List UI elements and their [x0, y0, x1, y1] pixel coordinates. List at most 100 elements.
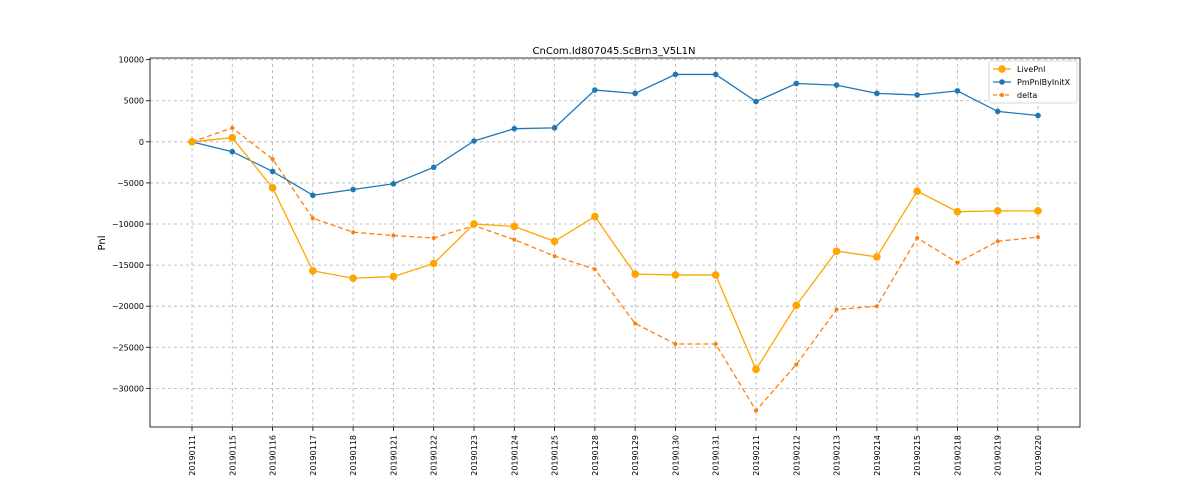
data-point-delta [874, 304, 879, 309]
x-tick-label: 20190118 [349, 435, 358, 476]
series-PmPnlByInitX [189, 71, 1041, 199]
data-point-LivePnl [591, 212, 599, 221]
x-tick-label: 20190219 [994, 435, 1003, 476]
x-tick-label: 20190124 [510, 435, 519, 476]
data-point-LivePnl [993, 207, 1002, 215]
x-tick-label: 20190215 [913, 435, 922, 476]
data-point-PmPnlByInitX [430, 164, 437, 171]
x-axis: 20190111 20190115 20190116 20190117 20190118… [188, 427, 1043, 476]
data-point-LivePnl [792, 301, 801, 310]
data-point-PmPnlByInitX [229, 148, 236, 155]
legend-label: delta [1017, 91, 1037, 100]
data-point-LivePnl [510, 222, 519, 231]
data-point-PmPnlByInitX [471, 138, 477, 144]
data-point-LivePnl [389, 272, 398, 281]
x-tick-label: 20190220 [1034, 435, 1043, 476]
data-point-delta [552, 254, 557, 259]
data-point-LivePnl [470, 220, 478, 228]
y-tick-label: −25000 [112, 343, 144, 352]
x-tick-label: 20190212 [792, 435, 801, 476]
x-tick-label: 20190214 [873, 435, 882, 476]
legend-item: PmPnlByInitX [993, 78, 1071, 87]
data-point-LivePnl [429, 259, 438, 268]
grid-layer [150, 58, 1080, 427]
data-point-PmPnlByInitX [350, 186, 356, 193]
data-point-delta [592, 267, 597, 272]
data-point-PmPnlByInitX [994, 108, 1001, 115]
chart-title: CnCom.Id807045.ScBrn3_V5L1N [533, 46, 696, 57]
x-tick-label: 20190121 [389, 435, 398, 476]
data-point-PmPnlByInitX [551, 125, 558, 131]
series-LivePnl [188, 133, 1042, 374]
data-point-PmPnlByInitX [269, 168, 276, 175]
data-point-LivePnl [1034, 207, 1042, 215]
legend-marker [1000, 93, 1004, 97]
data-point-PmPnlByInitX [954, 88, 961, 94]
x-tick-label: 20190125 [551, 435, 560, 476]
y-tick-label: 5000 [124, 97, 144, 106]
data-point-PmPnlByInitX [390, 180, 397, 187]
series-line-LivePnl [191, 137, 1038, 371]
x-tick-label: 20190211 [752, 435, 761, 476]
x-tick-label: 20190218 [953, 435, 962, 476]
data-point-LivePnl [268, 184, 277, 192]
data-point-delta [633, 321, 638, 326]
data-point-LivePnl [953, 207, 962, 216]
y-tick-label: 10000 [119, 56, 144, 65]
data-point-PmPnlByInitX [793, 80, 800, 87]
legend-item: LivePnl [993, 65, 1045, 74]
x-tick-label: 20190116 [269, 435, 278, 476]
data-point-PmPnlByInitX [511, 125, 518, 132]
y-tick-label: −20000 [112, 302, 144, 311]
data-point-LivePnl [671, 271, 680, 279]
series-line-PmPnlByInitX [191, 73, 1039, 196]
x-tick-label: 20190123 [470, 435, 479, 476]
data-point-delta [270, 157, 275, 162]
data-point-delta [391, 233, 396, 238]
data-point-PmPnlByInitX [592, 87, 598, 93]
x-tick-label: 20190130 [671, 435, 680, 476]
data-point-LivePnl [550, 237, 559, 246]
data-point-LivePnl [832, 247, 841, 255]
legend-label: PmPnlByInitX [1017, 78, 1071, 87]
y-tick-label: −30000 [112, 384, 144, 393]
data-point-LivePnl [631, 270, 639, 278]
data-point-delta [673, 341, 678, 346]
data-point-PmPnlByInitX [753, 98, 759, 105]
data-point-delta [512, 237, 517, 242]
data-point-LivePnl [188, 138, 196, 146]
data-point-delta [713, 341, 718, 346]
data-point-delta [230, 125, 235, 130]
data-point-delta [915, 235, 920, 240]
series-delta [190, 125, 1040, 413]
data-point-LivePnl [752, 365, 760, 374]
data-point-PmPnlByInitX [712, 71, 719, 78]
data-point-delta [955, 260, 960, 265]
series-layer [188, 71, 1042, 413]
legend-box [988, 60, 1078, 104]
data-point-delta [754, 408, 758, 413]
data-point-PmPnlByInitX [310, 192, 316, 199]
data-point-LivePnl [711, 271, 720, 279]
legend-label: LivePnl [1017, 65, 1045, 74]
series-line-delta [191, 127, 1039, 412]
data-point-LivePnl [349, 274, 357, 283]
legend-marker [999, 79, 1005, 85]
data-point-delta [351, 230, 356, 235]
legend-marker [998, 65, 1006, 73]
x-tick-label: 20190213 [833, 435, 842, 476]
plot-frame [149, 57, 1081, 428]
x-tick-label: 20190117 [309, 435, 318, 476]
data-point-delta [431, 235, 436, 240]
data-point-LivePnl [913, 187, 921, 195]
y-tick-label: −5000 [117, 179, 144, 188]
data-point-PmPnlByInitX [914, 92, 920, 98]
y-axis: 10000 5000 0 −5000 −10000 −15000 −20000 −25000 −… [112, 56, 150, 393]
data-point-PmPnlByInitX [874, 90, 880, 97]
y-axis-label: Pnl [97, 236, 108, 251]
data-point-PmPnlByInitX [833, 82, 840, 88]
data-point-delta [834, 307, 839, 312]
y-tick-label: −10000 [112, 220, 144, 229]
